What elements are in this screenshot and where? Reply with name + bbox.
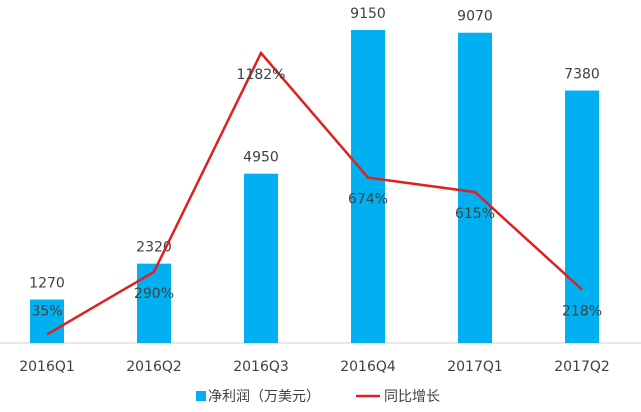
line-value-label: 674%: [348, 192, 388, 208]
bar-value-label: 1270: [29, 276, 65, 292]
bar: [565, 90, 599, 343]
bar-value-label: 9150: [350, 6, 386, 22]
line-value-label: 1182%: [237, 67, 286, 83]
bar: [244, 173, 278, 343]
legend-label: 净利润（万美元）: [208, 389, 320, 405]
line-value-label: 290%: [134, 286, 174, 302]
x-tick-label: 2016Q3: [233, 359, 289, 375]
line-value-label: 35%: [31, 303, 62, 319]
line-value-label: 615%: [455, 206, 495, 222]
x-tick-label: 2016Q4: [340, 359, 396, 375]
x-tick-label: 2017Q2: [554, 359, 610, 375]
bar: [351, 30, 385, 343]
bar-value-label: 9070: [457, 9, 493, 25]
x-tick-label: 2016Q1: [19, 359, 75, 375]
legend-label: 同比增长: [384, 389, 440, 405]
x-tick-label: 2016Q2: [126, 359, 182, 375]
line: [46, 50, 583, 336]
x-tick-label: 2017Q1: [447, 359, 503, 375]
bar: [137, 263, 171, 343]
bar: [458, 32, 492, 344]
line-value-label: 218%: [562, 304, 602, 320]
legend-swatch: [196, 391, 206, 401]
bar: [30, 299, 64, 343]
bar-value-label: 7380: [564, 67, 600, 83]
bar-value-label: 4950: [243, 150, 279, 166]
